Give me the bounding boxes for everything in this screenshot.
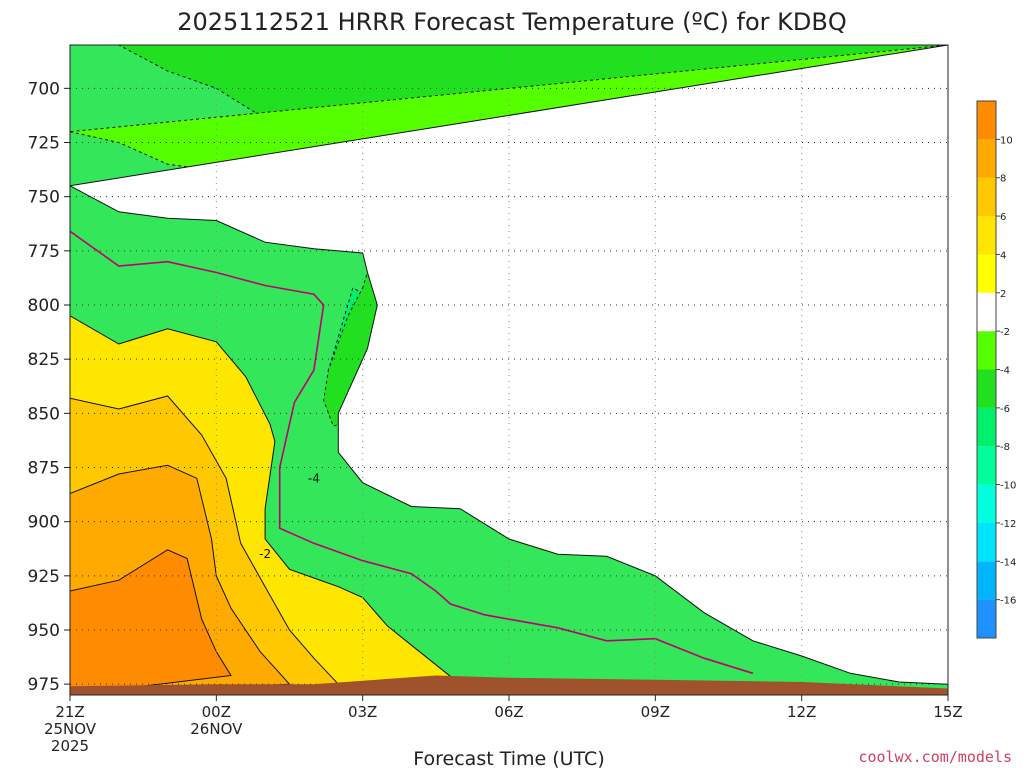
chart-title: 2025112521 HRRR Forecast Temperature (ºC…: [177, 8, 847, 36]
contour-label: -4: [308, 471, 320, 485]
y-tick-label: 975: [28, 675, 60, 695]
colorbar-swatch: [977, 254, 996, 293]
x-tick-label: 12Z: [787, 703, 816, 721]
colorbar-swatch: [977, 561, 996, 600]
colorbar: -16 -14 -12 -10 -8 -6 -4 -2 2 4 6 8 10: [976, 100, 1016, 639]
y-tick-label: 875: [28, 459, 60, 479]
colorbar-tick-label: -12: [1000, 519, 1016, 530]
y-tick-label: 725: [28, 134, 60, 154]
x-tick-label: 00Z: [202, 703, 231, 721]
ground-surface: [70, 675, 948, 695]
colorbar-tick-label: 4: [1000, 250, 1006, 261]
contour-label: -2: [259, 547, 271, 561]
colorbar-tick-label: 2: [1000, 289, 1006, 300]
colorbar-swatch: [977, 407, 996, 447]
y-axis-ticks: 700 725 750 775 800 825 850 875 900 925 950 975: [28, 79, 70, 695]
x-tick-label: 25NOV: [44, 720, 97, 738]
colorbar-tick-label: 6: [1000, 212, 1006, 223]
x-tick-label: 03Z: [348, 703, 377, 721]
colorbar-tick-label: -4: [1000, 366, 1010, 377]
x-tick-label: 2025: [51, 737, 89, 755]
x-tick-label: 09Z: [641, 703, 670, 721]
x-tick-label: 06Z: [494, 703, 523, 721]
colorbar-tick-label: 10: [1000, 135, 1013, 146]
colorbar-tick-label: -14: [1000, 557, 1016, 568]
colorbar-tick-label: -10: [1000, 481, 1016, 492]
x-axis-label: Forecast Time (UTC): [413, 748, 604, 768]
y-tick-label: 750: [28, 188, 60, 208]
filled-contour-bands: [70, 45, 948, 695]
colorbar-tick-label: 8: [1000, 174, 1006, 185]
colorbar-swatch: [977, 446, 996, 485]
colorbar-swatch: [977, 216, 996, 255]
colorbar-swatch: [977, 599, 996, 638]
colorbar-swatch: [977, 522, 996, 562]
ground-layer: [70, 675, 948, 695]
y-tick-label: 825: [28, 350, 60, 370]
colorbar-swatch: [977, 101, 996, 140]
colorbar-tick-label: -2: [1000, 327, 1010, 338]
y-tick-label: 700: [28, 79, 60, 99]
y-tick-label: 775: [28, 242, 60, 262]
colorbar-tick-label: -8: [1000, 442, 1010, 453]
y-tick-label: 800: [28, 296, 60, 316]
colorbar-swatch: [977, 331, 996, 370]
credit-text[interactable]: coolwx.com/models: [858, 748, 1012, 766]
y-tick-label: 850: [28, 404, 60, 424]
contour-line--2: [70, 230, 754, 675]
y-tick-label: 900: [28, 513, 60, 533]
y-tick-label: 925: [28, 567, 60, 587]
x-tick-label: 15Z: [933, 703, 962, 721]
contour-lines: [70, 230, 754, 675]
colorbar-swatch: [977, 369, 996, 408]
colorbar-swatch: [977, 177, 996, 217]
contour-labels: -4 -2: [259, 471, 320, 561]
x-tick-label: 26NOV: [190, 720, 243, 738]
colorbar-swatch: [977, 484, 996, 523]
plot-area: -4 -2: [70, 45, 948, 695]
colorbar-swatch: [977, 292, 996, 332]
x-tick-label: 21Z: [55, 703, 84, 721]
colorbar-swatch: [977, 139, 996, 178]
colorbar-tick-label: -6: [1000, 404, 1010, 415]
band--2: [70, 45, 948, 685]
y-tick-label: 950: [28, 621, 60, 641]
colorbar-tick-label: -16: [1000, 596, 1016, 607]
